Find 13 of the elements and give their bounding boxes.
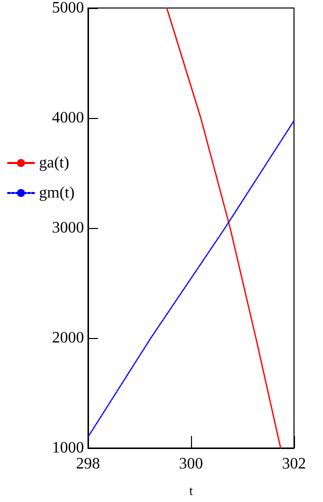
legend-label: ga(t) bbox=[39, 154, 70, 172]
y-tick-label: 3000 bbox=[52, 220, 84, 236]
x-tick-label: 298 bbox=[76, 456, 100, 472]
legend-label: gm(t) bbox=[39, 184, 75, 202]
y-tick-label: 5000 bbox=[52, 0, 84, 16]
y-tick-label: 1000 bbox=[52, 440, 84, 456]
line-series bbox=[87, 120, 295, 438]
x-axis-title: t bbox=[189, 483, 194, 498]
x-tick-label: 302 bbox=[282, 456, 306, 472]
line-series bbox=[166, 7, 282, 449]
y-tick-label: 2000 bbox=[52, 330, 84, 346]
y-tick-label: 4000 bbox=[52, 110, 84, 126]
x-tick-label: 300 bbox=[179, 456, 203, 472]
